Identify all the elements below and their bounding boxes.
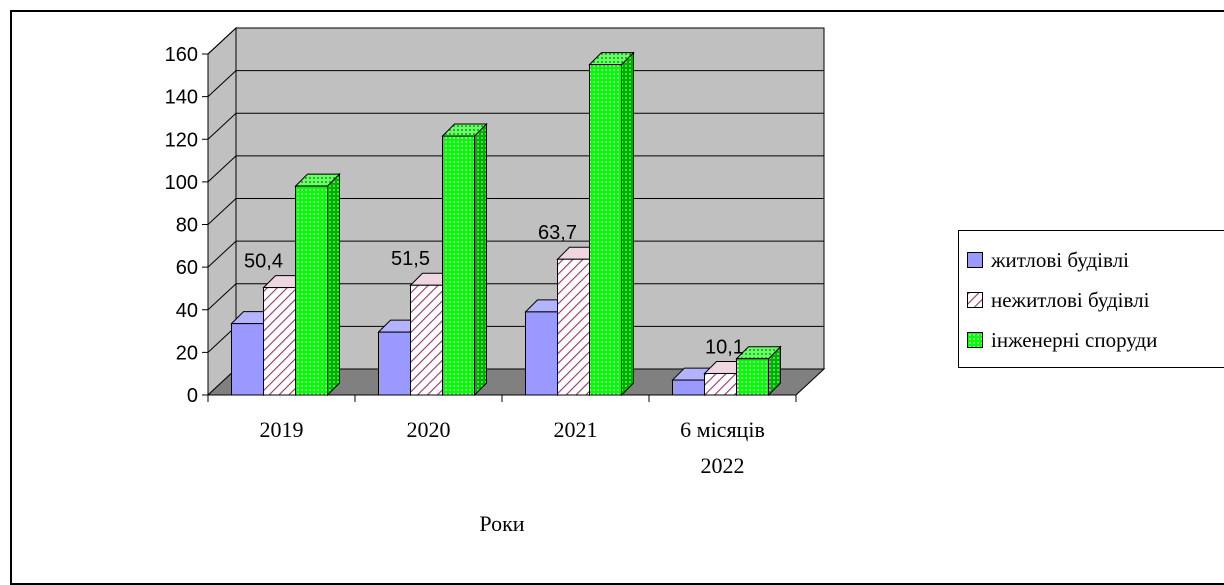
data-label: 63,7 <box>538 222 577 244</box>
y-tick-label: 0 <box>187 385 198 407</box>
y-tick-label: 60 <box>176 257 198 279</box>
gridline <box>207 283 237 311</box>
legend: житлові будівлі нежитлові будівлі інжене… <box>958 230 1224 368</box>
y-tick-label: 120 <box>165 129 198 151</box>
x-axis-title: Роки <box>479 511 524 536</box>
legend-item-residential: житлові будівлі <box>967 245 1129 275</box>
bar <box>704 372 737 396</box>
gridline <box>207 155 237 183</box>
data-label: 50,4 <box>244 251 283 273</box>
x-tick-label: 2021 <box>554 417 598 442</box>
x-tick-label: 2019 <box>260 417 304 442</box>
legend-swatch-residential <box>967 252 983 268</box>
gridline <box>207 27 237 55</box>
bar <box>295 185 328 396</box>
bar <box>442 135 475 396</box>
gridline <box>207 198 237 225</box>
bar <box>589 64 622 396</box>
y-tick-label: 100 <box>165 172 198 194</box>
y-tick-label: 160 <box>165 44 198 66</box>
gridline <box>207 240 237 268</box>
data-label: 10,1 <box>705 336 744 358</box>
legend-item-nonresidential: нежитлові будівлі <box>967 285 1149 315</box>
bar <box>736 358 769 396</box>
x-tick-label: 2020 <box>407 417 451 442</box>
legend-label-nonresidential: нежитлові будівлі <box>991 287 1150 312</box>
gridline <box>207 112 237 140</box>
x-tick-label: 2022 <box>701 453 745 478</box>
y-tick-label: 80 <box>176 215 198 237</box>
data-label: 51,5 <box>391 248 430 270</box>
bar-side <box>474 122 487 397</box>
legend-swatch-nonresidential <box>967 292 983 308</box>
y-tick-label: 20 <box>176 342 198 364</box>
gridline <box>207 70 237 97</box>
y-tick-label: 140 <box>165 87 198 109</box>
bar-side <box>327 172 340 397</box>
bar <box>557 258 590 396</box>
y-tick-label: 40 <box>176 300 198 322</box>
bar <box>672 379 705 396</box>
bar <box>378 331 411 396</box>
bar <box>525 311 558 396</box>
legend-label-residential: житлові будівлі <box>991 247 1129 272</box>
legend-item-engineering: інженерні споруди <box>967 325 1157 355</box>
x-tick-label: 6 місяців <box>680 417 765 442</box>
bar <box>231 323 264 396</box>
legend-swatch-engineering <box>967 332 983 348</box>
bar <box>263 287 296 396</box>
bar-side <box>621 51 634 397</box>
legend-label-engineering: інженерні споруди <box>991 327 1158 352</box>
bar <box>410 284 443 396</box>
